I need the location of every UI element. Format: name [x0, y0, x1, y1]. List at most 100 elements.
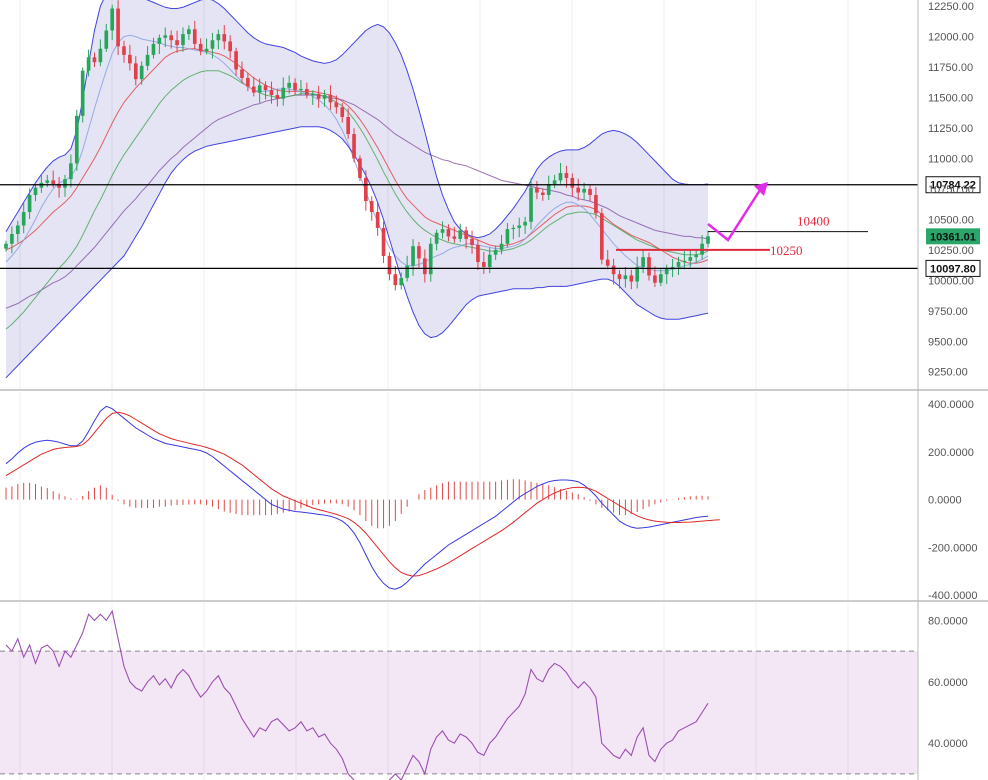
candle-bullish — [440, 229, 445, 233]
level-badge-label: 10784.22 — [930, 180, 976, 192]
candle-bullish — [635, 266, 640, 282]
candle-bearish — [605, 259, 610, 266]
candle-bullish — [45, 180, 50, 183]
candle-bullish — [10, 234, 14, 244]
candle-bullish — [706, 236, 710, 244]
candle-bullish — [517, 225, 522, 228]
candle-bearish — [175, 40, 179, 46]
candle-bearish — [51, 180, 56, 185]
annotation-10250: 10250 — [770, 243, 803, 258]
candle-bearish — [334, 102, 339, 108]
price-panel-bg — [0, 0, 918, 390]
candle-bearish — [417, 246, 421, 259]
ma-long-line — [5, 94, 709, 309]
candle-bullish — [658, 274, 663, 283]
candle-bearish — [122, 46, 126, 55]
rsi-line — [5, 609, 709, 780]
candle-bearish — [240, 69, 244, 78]
candle-bullish — [15, 225, 20, 234]
rsi-lines — [5, 609, 709, 780]
candle-bearish — [629, 275, 634, 282]
candle-bullish — [676, 262, 681, 267]
candle-bullish — [582, 188, 586, 193]
candle-bearish — [653, 275, 657, 283]
candle-bullish — [694, 254, 699, 258]
candle-bullish — [523, 221, 527, 226]
candle-bullish — [322, 95, 327, 99]
rsi-band — [0, 651, 918, 774]
macd-lines — [5, 405, 720, 590]
candle-bearish — [464, 230, 468, 239]
macd-tick-label: -200.0000 — [928, 542, 978, 554]
candle-bearish — [116, 8, 120, 47]
current-price-label: 10361.01 — [930, 231, 976, 243]
current-price-badge — [926, 228, 980, 245]
candle-bearish — [222, 34, 227, 42]
candle-bearish — [611, 265, 616, 275]
price-tick-label: 11750.00 — [928, 62, 973, 74]
candle-bullish — [69, 163, 73, 180]
price-tick-label: 10000.00 — [928, 275, 974, 287]
candle-bearish — [570, 177, 575, 188]
candle-bearish — [381, 227, 386, 256]
candle-bearish — [251, 86, 256, 93]
level-badge-label: 10097.80 — [930, 263, 976, 275]
candle-bullish — [434, 232, 439, 244]
candle-bearish — [470, 238, 474, 245]
price-tick-label: 9750.00 — [928, 306, 968, 318]
candle-bullish — [151, 43, 156, 55]
candle-bearish — [340, 107, 345, 117]
candle-bullish — [104, 30, 109, 49]
candle-bullish — [110, 8, 115, 31]
candle-bullish — [86, 57, 91, 71]
candle-bullish — [310, 93, 315, 96]
candle-bullish — [63, 179, 67, 188]
macd-axis: 400.0000 200.0000 0.0000 -200.0000 -400.0000 — [928, 399, 978, 602]
candle-bullish — [405, 265, 409, 278]
candle-bullish — [216, 34, 221, 41]
candle-bullish — [664, 268, 669, 275]
macd-tick-label: 400.0000 — [928, 399, 974, 411]
candle-bullish — [499, 243, 504, 250]
candle-bullish — [511, 227, 516, 230]
candle-bearish — [476, 244, 480, 263]
price-tick-label: 12000.00 — [928, 32, 974, 44]
candle-bearish — [316, 93, 321, 99]
price-grid — [19, 0, 849, 390]
projection-arrow — [707, 189, 762, 242]
macd-panel: 400.0000 200.0000 0.0000 -200.0000 -400.0000 — [5, 392, 978, 602]
candle-bullish — [187, 29, 191, 35]
price-tick-label: 11000.00 — [928, 153, 973, 165]
rsi-panel: 80.0000 60.0000 40.0000 — [0, 602, 968, 780]
candle-bearish — [269, 90, 274, 96]
candle-bearish — [576, 187, 581, 193]
price-panel: 10784.22 10097.80 10361.01 10400 10250 1225… — [0, 0, 981, 390]
candle-bullish — [204, 48, 209, 52]
price-axis: 12250.00 12000.00 11750.00 11500.00 11250.00… — [928, 1, 974, 379]
candle-bearish — [293, 82, 297, 91]
candle-bullish — [529, 187, 533, 222]
candle-bullish — [546, 184, 551, 195]
ma-mid-line — [5, 48, 709, 264]
macd-tick-label: -400.0000 — [928, 590, 978, 602]
candle-bearish — [482, 262, 486, 267]
candle-bullish — [623, 275, 628, 280]
candle-bullish — [670, 266, 675, 269]
candle-bearish — [564, 173, 569, 178]
candle-bearish — [92, 57, 97, 63]
ma-20-line — [5, 70, 709, 330]
bollinger-lower-line — [5, 126, 709, 379]
candle-bullish — [139, 65, 144, 80]
projection-arrow-head — [754, 182, 768, 196]
candle-bearish — [375, 212, 380, 228]
candle-bullish — [80, 70, 85, 116]
candle-bullish — [74, 115, 79, 164]
candle-bullish — [428, 243, 433, 275]
ma-short-line — [5, 34, 709, 272]
candle-bearish — [358, 158, 362, 178]
candle-bullish — [33, 187, 38, 195]
candle-bearish — [246, 78, 250, 87]
macd-grid — [19, 392, 849, 600]
candle-bearish — [599, 213, 604, 260]
candle-bullish — [682, 260, 687, 263]
